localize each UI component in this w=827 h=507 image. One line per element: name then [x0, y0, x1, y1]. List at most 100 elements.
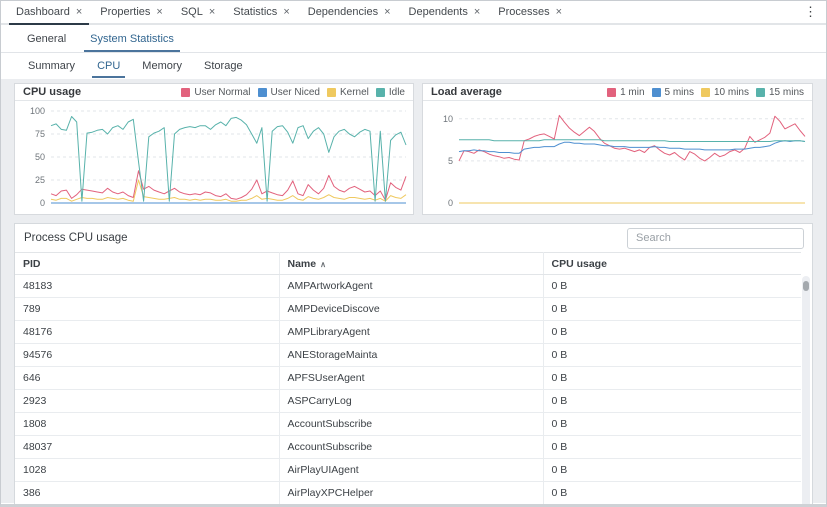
svg-text:10: 10 — [443, 114, 453, 124]
tab-dashboard[interactable]: Dashboard × — [7, 1, 91, 25]
column-header-pid[interactable]: PID — [15, 252, 280, 275]
tab-dependents[interactable]: Dependents × — [400, 1, 490, 23]
cell-name: AccountSubscribe — [279, 412, 544, 436]
tab-summary[interactable]: Summary — [19, 53, 84, 79]
chart-title: Load average — [431, 86, 502, 98]
close-icon[interactable]: × — [473, 5, 481, 18]
close-icon[interactable]: × — [384, 5, 391, 18]
table-row[interactable]: 48176 AMPLibraryAgent 0 B — [15, 320, 801, 344]
dashboard-nav-tabs: General System Statistics — [1, 25, 826, 53]
close-icon[interactable]: × — [208, 5, 216, 18]
table-title: Process CPU usage — [24, 232, 128, 244]
charts-row: CPU usage User Normal User Niced Kernel Idl… — [14, 83, 813, 215]
kebab-icon: ⋮ — [804, 4, 817, 19]
svg-text:100: 100 — [30, 106, 45, 116]
legend-label: 1 min — [620, 86, 645, 98]
cpu-statistics-content: CPU usage User Normal User Niced Kernel Idl… — [1, 79, 826, 504]
svg-text:50: 50 — [35, 152, 45, 162]
nav-tab-general[interactable]: General — [19, 25, 74, 52]
close-icon[interactable]: × — [156, 5, 163, 18]
table-row[interactable]: 386 AirPlayXPCHelper 0 B — [15, 481, 801, 504]
sub-tab-label: Storage — [204, 60, 243, 72]
legend-label: Idle — [388, 86, 405, 98]
legend-item-10-mins: 10 mins — [700, 86, 749, 98]
table-row[interactable]: 2923 ASPCarryLog 0 B — [15, 389, 801, 413]
column-label: Name — [287, 257, 317, 270]
legend-label: 10 mins — [713, 86, 749, 98]
cell-pid: 2923 — [15, 389, 280, 413]
tab-label: Processes — [498, 6, 550, 18]
sub-tab-label: CPU — [97, 60, 121, 72]
tab-label: SQL — [180, 6, 203, 18]
table-row[interactable]: 48037 AccountSubscribe 0 B — [15, 435, 801, 459]
sub-tab-label: Memory — [142, 60, 183, 72]
load-average-chart: 0 5 10 — [423, 101, 812, 214]
sub-tab-label: Summary — [28, 60, 76, 72]
legend-label: 15 mins — [768, 86, 804, 98]
process-table: PID Name ∧ CPU usage 48183 AMPArtworkAgent 0 … — [15, 252, 801, 504]
legend-label: Kernel — [339, 86, 369, 98]
cell-cpu-usage: 0 B — [543, 435, 801, 459]
cell-pid: 789 — [15, 297, 280, 321]
table-row[interactable]: 94576 ANEStorageMainta 0 B — [15, 343, 801, 367]
svg-text:5: 5 — [448, 156, 453, 166]
scrollbar-thumb[interactable] — [803, 281, 809, 291]
tab-dependencies[interactable]: Dependencies × — [299, 1, 400, 23]
table-header-row: PID Name ∧ CPU usage — [15, 252, 801, 275]
svg-text:0: 0 — [448, 198, 453, 208]
legend-item-user-normal: User Normal — [181, 86, 251, 98]
table-scrollbar[interactable] — [802, 276, 810, 504]
cell-name: AirPlayXPCHelper — [279, 481, 544, 504]
cell-pid: 48176 — [15, 320, 280, 344]
panel-menu-button[interactable]: ⋮ — [794, 1, 826, 23]
legend-item-idle: Idle — [375, 86, 405, 98]
table-row[interactable]: 789 AMPDeviceDiscove 0 B — [15, 297, 801, 321]
close-icon[interactable]: × — [75, 5, 83, 18]
tab-memory[interactable]: Memory — [133, 53, 191, 79]
column-label: CPU usage — [551, 257, 607, 270]
cpu-usage-chart: 0 25 50 75 100 — [15, 101, 413, 214]
legend-swatch-icon — [700, 87, 710, 97]
table-row[interactable]: 48183 AMPArtworkAgent 0 B — [15, 274, 801, 298]
sort-asc-icon: ∧ — [320, 259, 326, 269]
chart-legend: User Normal User Niced Kernel Idle — [181, 87, 405, 98]
legend-label: User Niced — [270, 86, 320, 98]
search-input[interactable] — [627, 227, 804, 249]
cell-cpu-usage: 0 B — [543, 297, 801, 321]
column-header-cpu-usage[interactable]: CPU usage — [543, 252, 801, 275]
table-row[interactable]: 1808 AccountSubscribe 0 B — [15, 412, 801, 436]
cell-cpu-usage: 0 B — [543, 458, 801, 482]
tab-cpu[interactable]: CPU — [88, 53, 129, 79]
cell-pid: 1028 — [15, 458, 280, 482]
legend-item-15-mins: 15 mins — [755, 86, 804, 98]
cell-cpu-usage: 0 B — [543, 366, 801, 390]
tab-sql[interactable]: SQL × — [172, 1, 224, 23]
chart-title: CPU usage — [23, 86, 82, 98]
column-header-name[interactable]: Name ∧ — [279, 252, 544, 275]
cell-cpu-usage: 0 B — [543, 481, 801, 504]
chart-legend: 1 min 5 mins 10 mins 15 mins — [607, 87, 804, 98]
close-icon[interactable]: × — [283, 5, 290, 18]
legend-item-5-mins: 5 mins — [651, 86, 694, 98]
legend-label: User Normal — [194, 86, 251, 98]
tab-label: Properties — [100, 6, 151, 18]
legend-swatch-icon — [375, 87, 385, 97]
table-row[interactable]: 646 APFSUserAgent 0 B — [15, 366, 801, 390]
tab-storage[interactable]: Storage — [195, 53, 252, 79]
tab-properties[interactable]: Properties × — [91, 1, 172, 23]
tab-label: Dashboard — [16, 6, 70, 18]
cell-name: AMPDeviceDiscove — [279, 297, 544, 321]
tab-processes[interactable]: Processes × — [489, 1, 571, 23]
legend-swatch-icon — [755, 87, 765, 97]
table-row[interactable]: 1028 AirPlayUIAgent 0 B — [15, 458, 801, 482]
tab-statistics[interactable]: Statistics × — [224, 1, 298, 23]
close-icon[interactable]: × — [555, 5, 563, 18]
legend-swatch-icon — [257, 87, 267, 97]
legend-swatch-icon — [607, 87, 617, 97]
system-statistics-tabs: Summary CPU Memory Storage — [1, 53, 826, 79]
cell-pid: 386 — [15, 481, 280, 504]
nav-tab-system-statistics[interactable]: System Statistics — [82, 25, 182, 52]
cell-cpu-usage: 0 B — [543, 274, 801, 298]
legend-label: 5 mins — [664, 86, 694, 98]
